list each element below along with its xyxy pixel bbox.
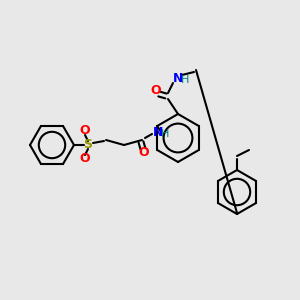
Text: N: N <box>173 71 183 85</box>
Text: O: O <box>80 152 90 166</box>
Text: N: N <box>153 125 163 139</box>
Text: H: H <box>161 129 169 139</box>
Text: O: O <box>151 85 161 98</box>
Text: S: S <box>83 139 92 152</box>
Text: H: H <box>181 75 189 85</box>
Text: O: O <box>80 124 90 137</box>
Text: O: O <box>139 146 149 160</box>
